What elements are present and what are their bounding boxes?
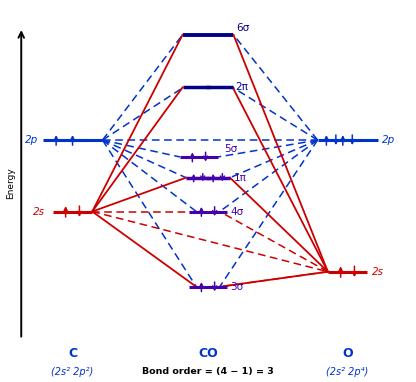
Text: 2s: 2s — [372, 267, 384, 277]
Text: 2π: 2π — [235, 83, 248, 92]
Text: O: O — [342, 347, 353, 360]
Text: (2s² 2p⁴): (2s² 2p⁴) — [327, 366, 369, 377]
Text: CO: CO — [198, 347, 218, 360]
Text: 2p: 2p — [381, 135, 395, 145]
Text: 6σ: 6σ — [237, 23, 250, 33]
Text: Energy: Energy — [6, 167, 15, 199]
Text: 5σ: 5σ — [224, 144, 238, 154]
Text: 2p: 2p — [25, 135, 39, 145]
Text: Bond order = (4 − 1) = 3: Bond order = (4 − 1) = 3 — [142, 366, 274, 376]
Text: 2s: 2s — [33, 207, 45, 217]
Text: 3σ: 3σ — [230, 282, 244, 292]
Text: C: C — [68, 347, 77, 360]
Text: 1π: 1π — [234, 173, 247, 183]
Text: (2s² 2p²): (2s² 2p²) — [52, 366, 94, 377]
Text: 4σ: 4σ — [230, 207, 244, 217]
